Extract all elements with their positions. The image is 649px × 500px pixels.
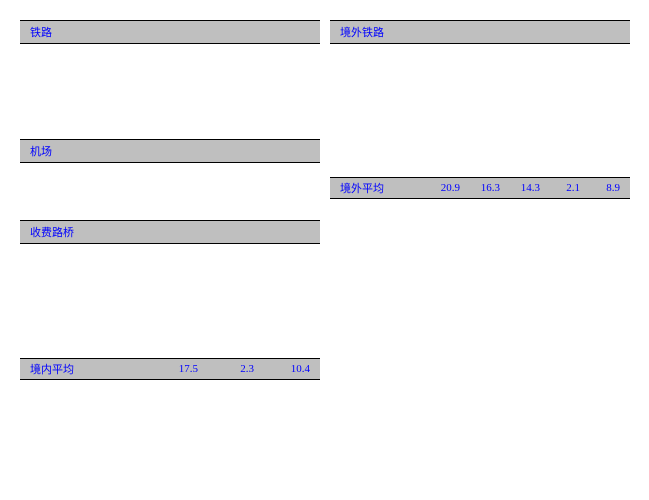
section-header-overseas-rail: 境外铁路	[330, 20, 630, 44]
table-row	[20, 44, 320, 63]
table-row	[20, 301, 320, 320]
summary-val: 2.1	[540, 182, 580, 194]
summary-val: 8.9	[580, 182, 620, 194]
overseas-table: 境外铁路 境外平均 20.9 16.3 14.3 2.1 8.9	[330, 20, 630, 380]
table-row	[20, 182, 320, 201]
table-row	[20, 201, 320, 220]
domestic-summary-row: 境内平均 17.5 2.3 10.4	[20, 358, 320, 380]
table-row	[330, 158, 630, 177]
table-row	[20, 263, 320, 282]
table-row	[20, 63, 320, 82]
table-row	[20, 82, 320, 101]
summary-val: 2.3	[198, 363, 254, 375]
summary-label: 境外平均	[340, 180, 420, 196]
summary-val: 14.3	[500, 182, 540, 194]
summary-val: 10.4	[254, 363, 310, 375]
section-header-airport: 机场	[20, 139, 320, 163]
table-row	[20, 320, 320, 339]
table-row	[330, 82, 630, 101]
section-header-tollroad: 收费路桥	[20, 220, 320, 244]
comparison-table: 铁路 机场 收费路桥 境内平均 17.5 2.3 10.4 境外铁路	[20, 20, 629, 380]
summary-val: 17.5	[142, 363, 198, 375]
table-row	[20, 244, 320, 263]
table-row	[20, 101, 320, 120]
table-row	[330, 120, 630, 139]
section-header-rail: 铁路	[20, 20, 320, 44]
table-row	[330, 44, 630, 63]
table-row	[20, 163, 320, 182]
table-row	[20, 339, 320, 358]
domestic-table: 铁路 机场 收费路桥 境内平均 17.5 2.3 10.4	[20, 20, 320, 380]
table-row	[20, 120, 320, 139]
summary-val: 20.9	[420, 182, 460, 194]
summary-val: 16.3	[460, 182, 500, 194]
table-row	[330, 101, 630, 120]
table-row	[330, 63, 630, 82]
overseas-summary-row: 境外平均 20.9 16.3 14.3 2.1 8.9	[330, 177, 630, 199]
table-row	[330, 139, 630, 158]
summary-label: 境内平均	[30, 361, 142, 377]
table-row	[20, 282, 320, 301]
